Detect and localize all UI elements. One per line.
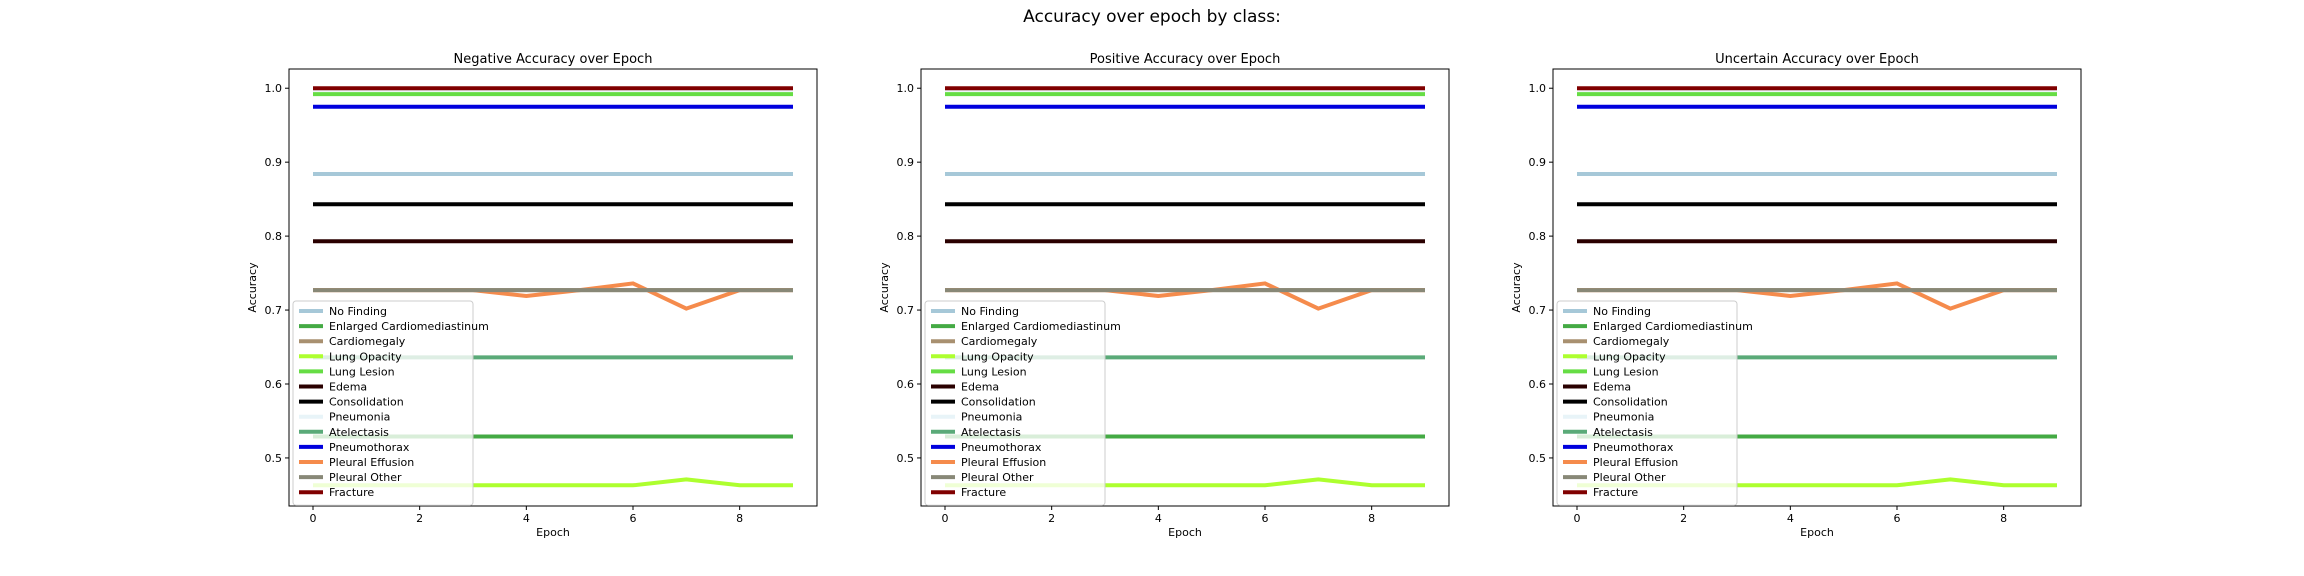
- legend-label: Consolidation: [329, 396, 404, 409]
- legend-label: Cardiomegaly: [329, 335, 406, 348]
- legend-label: Fracture: [961, 486, 1006, 499]
- x-tick-label: 2: [1048, 512, 1055, 525]
- y-tick-label: 0.7: [897, 304, 915, 317]
- chart-title: Positive Accuracy over Epoch: [1090, 52, 1281, 67]
- legend-label: No Finding: [1593, 305, 1651, 318]
- y-axis-label: Accuracy: [1510, 262, 1523, 313]
- legend-label: Edema: [961, 381, 999, 394]
- y-axis-label: Accuracy: [246, 262, 259, 313]
- y-tick-label: 0.5: [265, 452, 283, 465]
- legend-label: Consolidation: [961, 396, 1036, 409]
- x-tick-label: 0: [1574, 512, 1581, 525]
- axes-frame: [288, 68, 818, 507]
- legend-label: Pneumothorax: [961, 441, 1042, 454]
- x-tick-label: 6: [630, 512, 637, 525]
- x-axis-label: Epoch: [1168, 526, 1202, 539]
- y-tick-label: 0.8: [265, 230, 283, 243]
- y-tick-label: 0.6: [897, 378, 915, 391]
- x-tick-label: 0: [942, 512, 949, 525]
- legend-label: Lung Lesion: [329, 365, 395, 378]
- x-tick-label: 4: [1787, 512, 1794, 525]
- legend-label: Atelectasis: [961, 426, 1021, 439]
- legend-label: Pneumonia: [1593, 411, 1654, 424]
- legend-label: Enlarged Cardiomediastinum: [1593, 320, 1753, 333]
- axes-frame: [1552, 68, 2082, 507]
- figure-title: Accuracy over epoch by class:: [1023, 7, 1281, 27]
- legend-label: Cardiomegaly: [1593, 335, 1670, 348]
- x-tick-label: 8: [2000, 512, 2007, 525]
- legend: No Finding Enlarged Cardiomediastinum Card…: [292, 300, 489, 506]
- x-tick-label: 2: [1680, 512, 1687, 525]
- legend-label: Pleural Other: [961, 471, 1034, 484]
- x-tick-label: 4: [1155, 512, 1162, 525]
- x-axis-label: Epoch: [1800, 526, 1834, 539]
- legend-box: [924, 300, 1106, 506]
- x-tick-label: 6: [1262, 512, 1269, 525]
- chart-panel-1: Positive Accuracy over Epoch 0 2 4 6 8 0.5 0.6 0…: [878, 52, 1450, 539]
- y-axis-label: Accuracy: [878, 262, 891, 313]
- legend: No Finding Enlarged Cardiomediastinum Card…: [1556, 300, 1753, 506]
- legend-label: Pleural Other: [329, 471, 402, 484]
- y-tick-label: 1.0: [265, 82, 283, 95]
- legend-label: Pneumonia: [961, 411, 1022, 424]
- y-tick-label: 0.7: [1529, 304, 1547, 317]
- legend-label: Enlarged Cardiomediastinum: [329, 320, 489, 333]
- x-tick-label: 8: [1368, 512, 1375, 525]
- y-tick-label: 0.5: [1529, 452, 1547, 465]
- legend-box: [1556, 300, 1738, 506]
- x-tick-label: 4: [523, 512, 530, 525]
- legend-label: Pneumothorax: [1593, 441, 1674, 454]
- legend-label: Cardiomegaly: [961, 335, 1038, 348]
- legend-label: Pleural Other: [1593, 471, 1666, 484]
- y-tick-label: 0.6: [1529, 378, 1547, 391]
- legend-label: Pleural Effusion: [961, 456, 1046, 469]
- x-tick-label: 0: [310, 512, 317, 525]
- legend-label: No Finding: [329, 305, 387, 318]
- chart-title: Uncertain Accuracy over Epoch: [1715, 52, 1919, 67]
- legend-label: Enlarged Cardiomediastinum: [961, 320, 1121, 333]
- y-tick-label: 0.7: [265, 304, 283, 317]
- legend-label: Lung Opacity: [1593, 350, 1666, 363]
- y-tick-label: 1.0: [1529, 82, 1547, 95]
- y-tick-label: 0.9: [897, 156, 915, 169]
- legend-label: Edema: [329, 381, 367, 394]
- legend-label: Atelectasis: [329, 426, 389, 439]
- y-tick-label: 0.8: [1529, 230, 1547, 243]
- legend-label: Lung Lesion: [961, 365, 1027, 378]
- legend-label: Lung Lesion: [1593, 365, 1659, 378]
- legend: No Finding Enlarged Cardiomediastinum Card…: [924, 300, 1121, 506]
- legend-label: Pneumonia: [329, 411, 390, 424]
- legend-label: Edema: [1593, 381, 1631, 394]
- legend-label: Pleural Effusion: [1593, 456, 1678, 469]
- legend-label: Pleural Effusion: [329, 456, 414, 469]
- y-tick-label: 0.6: [265, 378, 283, 391]
- axes-frame: [920, 68, 1450, 507]
- legend-label: No Finding: [961, 305, 1019, 318]
- legend-label: Atelectasis: [1593, 426, 1653, 439]
- legend-box: [292, 300, 474, 506]
- chart-panel-2: Uncertain Accuracy over Epoch 0 2 4 6 8 0.5 0.6…: [1510, 52, 2082, 539]
- x-tick-label: 2: [416, 512, 423, 525]
- y-tick-label: 0.5: [897, 452, 915, 465]
- chart-title: Negative Accuracy over Epoch: [454, 52, 653, 67]
- legend-label: Consolidation: [1593, 396, 1668, 409]
- legend-label: Lung Opacity: [961, 350, 1034, 363]
- x-axis-label: Epoch: [536, 526, 570, 539]
- y-tick-label: 0.9: [265, 156, 283, 169]
- x-tick-label: 6: [1894, 512, 1901, 525]
- y-tick-label: 0.8: [897, 230, 915, 243]
- legend-label: Lung Opacity: [329, 350, 402, 363]
- legend-label: Fracture: [1593, 486, 1638, 499]
- x-tick-label: 8: [736, 512, 743, 525]
- legend-label: Fracture: [329, 486, 374, 499]
- y-tick-label: 0.9: [1529, 156, 1547, 169]
- y-tick-label: 1.0: [897, 82, 915, 95]
- legend-label: Pneumothorax: [329, 441, 410, 454]
- chart-panel-0: Negative Accuracy over Epoch 0 2 4 6 8 0.5 0.6 0…: [246, 52, 818, 539]
